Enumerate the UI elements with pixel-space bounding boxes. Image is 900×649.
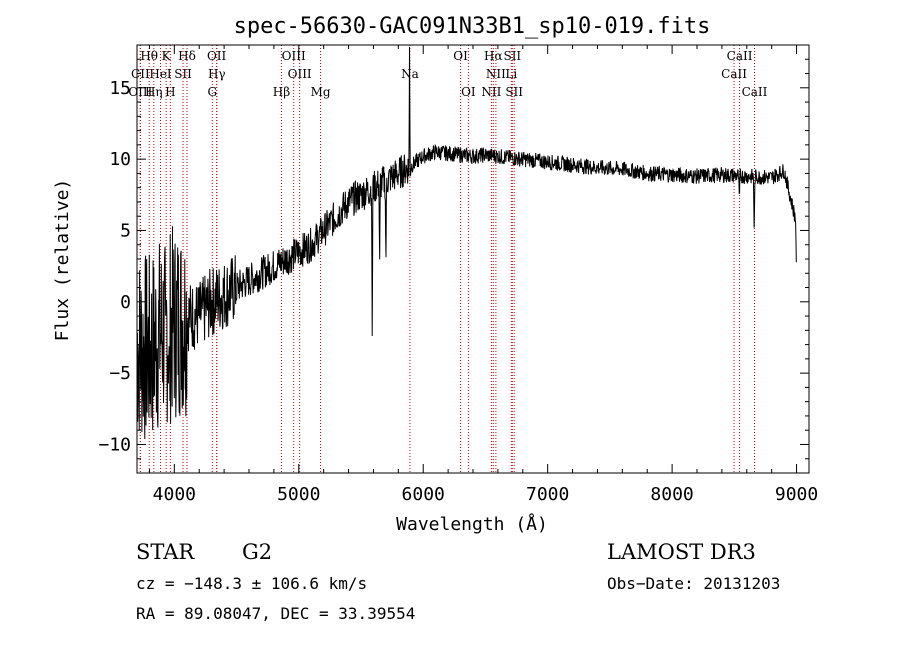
y-tick-label-3: 5: [120, 220, 131, 241]
y-tick-label-4: 10: [109, 149, 131, 170]
line-label-21: G: [207, 85, 217, 99]
line-label-2: Hδ: [178, 49, 196, 63]
line-label-16: Li: [505, 67, 517, 81]
line-label-18: OIII: [128, 85, 152, 99]
line-label-22: Hβ: [273, 85, 290, 99]
survey-name: LAMOST DR3: [607, 540, 756, 564]
line-label-11: SII: [174, 67, 192, 81]
line-label-3: OII: [207, 49, 227, 63]
line-label-8: CaII: [727, 49, 753, 63]
line-label-1: K: [162, 49, 172, 63]
line-label-7: SII: [503, 49, 521, 63]
y-tick-label-5: 15: [109, 78, 131, 99]
redshift-readout: cz = −148.3 ± 106.6 km/s: [136, 574, 368, 593]
line-label-5: OI: [453, 49, 468, 63]
x-tick-label-2: 6000: [402, 484, 445, 505]
coordinates: RA = 89.08047, DEC = 33.39554: [136, 604, 416, 623]
plot-frame: [136, 44, 810, 474]
x-axis: 4000 5000 6000 7000 8000 9000: [148, 45, 818, 505]
line-label-0: Hθ: [140, 49, 158, 63]
line-label-19: Hη: [145, 85, 163, 99]
x-tick-label-5: 9000: [775, 484, 818, 505]
line-label-10: HeI: [149, 67, 172, 81]
line-label-20: H: [165, 85, 175, 99]
y-tick-label-1: −5: [109, 363, 131, 384]
x-tick-label-3: 7000: [526, 484, 569, 505]
x-tick-label-4: 8000: [650, 484, 693, 505]
line-label-13: OIII: [288, 67, 312, 81]
obs-date: Obs−Date: 20131203: [607, 574, 781, 593]
chart-title: spec-56630-GAC091N33B1_sp10-019.fits: [234, 14, 711, 39]
line-label-27: CaII: [742, 85, 768, 99]
line-label-24: OI: [461, 85, 476, 99]
line-label-4: OIII: [282, 49, 306, 63]
y-tick-label-2: 0: [120, 292, 131, 313]
object-subclass: G2: [242, 540, 273, 564]
line-label-15: NII: [486, 67, 506, 81]
spectrum-series: [136, 46, 797, 440]
y-tick-label-0: −10: [98, 434, 131, 455]
x-tick-label-1: 5000: [277, 484, 320, 505]
x-tick-label-0: 4000: [153, 484, 196, 505]
line-label-12: Hγ: [208, 67, 226, 81]
spectrum-line: [136, 46, 797, 440]
line-label-17: CaII: [721, 67, 747, 81]
line-label-23: Mg: [311, 85, 331, 99]
y-axis: −10 −5 0 5 10 15: [98, 58, 809, 460]
line-label-6: Hα: [484, 49, 503, 63]
object-class: STAR: [136, 540, 195, 564]
y-axis-label: Flux (relative): [52, 179, 73, 342]
line-label-26: SII: [505, 85, 523, 99]
x-axis-label: Wavelength (Å): [396, 513, 548, 535]
line-label-25: NII: [481, 85, 501, 99]
